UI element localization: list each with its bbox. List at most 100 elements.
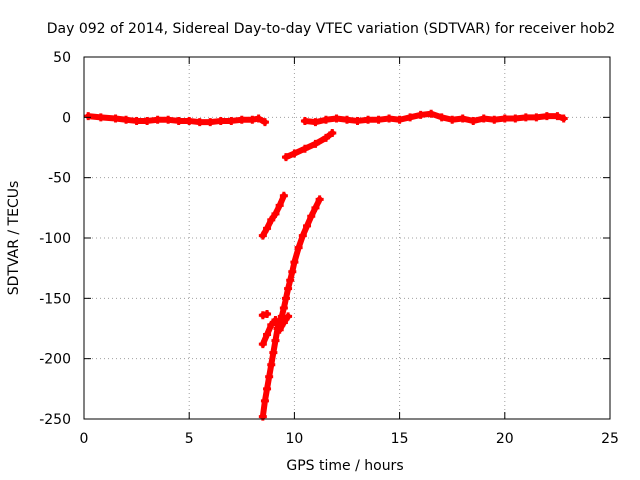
series-main-arc-late [300, 109, 568, 127]
data-point [271, 209, 280, 218]
data-point [216, 116, 225, 125]
data-point [267, 360, 276, 369]
data-point [315, 195, 324, 204]
data-point [284, 284, 293, 293]
data-point [332, 114, 341, 123]
x-tick-label: 0 [80, 431, 89, 447]
data-points [84, 109, 568, 421]
series-arc-d [258, 312, 293, 349]
data-point [311, 118, 320, 127]
axis-ticks: 0 5 10 15 20 25 -250 -200 -150 -100 -50 0 50 [39, 50, 619, 447]
data-point [311, 203, 320, 212]
x-tick-label: 20 [496, 431, 514, 447]
data-point [353, 116, 362, 125]
data-point [300, 116, 309, 125]
data-point [153, 115, 162, 124]
data-point [427, 109, 436, 118]
data-point [263, 224, 272, 233]
data-point [559, 114, 568, 123]
data-point [271, 336, 280, 345]
data-point [290, 149, 299, 158]
data-point [542, 112, 551, 121]
data-point [298, 231, 307, 240]
data-point [265, 372, 274, 381]
data-point [374, 115, 383, 124]
data-point [321, 115, 330, 124]
data-point [303, 221, 312, 230]
data-point [281, 153, 290, 162]
data-point [448, 115, 457, 124]
data-point [143, 116, 152, 125]
data-point [267, 215, 276, 224]
data-point [174, 116, 183, 125]
data-point [195, 118, 204, 127]
y-tick-label: 50 [53, 50, 71, 66]
data-point [532, 113, 541, 122]
data-point [279, 318, 288, 327]
series-arc-b [258, 191, 288, 240]
y-axis-label: SDTVAR / TECUs [6, 181, 22, 296]
data-point [284, 312, 293, 321]
data-point [307, 212, 316, 221]
data-point [416, 110, 425, 119]
data-point [263, 310, 272, 319]
data-point [395, 115, 404, 124]
data-point [321, 133, 330, 142]
data-point [364, 115, 373, 124]
series-arc-a [281, 129, 337, 162]
data-point [290, 258, 299, 267]
x-tick-label: 10 [285, 431, 303, 447]
data-point [406, 113, 415, 122]
data-point [267, 320, 276, 329]
data-point [263, 330, 272, 339]
data-point [132, 116, 141, 125]
y-tick-label: -100 [39, 231, 71, 247]
data-point [343, 115, 351, 124]
data-point [281, 294, 290, 303]
data-point [237, 115, 246, 124]
data-point [286, 276, 295, 285]
data-point [84, 112, 93, 121]
data-point [258, 340, 267, 349]
data-point [275, 201, 284, 210]
data-point [258, 231, 267, 240]
data-point [96, 113, 105, 122]
y-tick-label: 0 [62, 110, 71, 126]
data-point [254, 114, 263, 123]
data-point [271, 316, 280, 325]
y-tick-label: -50 [48, 171, 71, 187]
y-tick-label: -150 [39, 291, 71, 307]
data-point [260, 118, 269, 127]
data-point [227, 116, 236, 125]
chart-title: Day 092 of 2014, Sidereal Day-to-day VTE… [47, 21, 615, 37]
x-tick-label: 5 [185, 431, 194, 447]
y-tick-label: -250 [39, 412, 71, 428]
data-point [122, 115, 131, 124]
data-point [490, 115, 499, 124]
data-point [458, 114, 467, 123]
data-point [300, 144, 309, 153]
data-point [521, 113, 530, 122]
data-point [164, 115, 173, 124]
series-trace [259, 196, 323, 420]
series-arc-e [258, 310, 272, 320]
data-point [328, 129, 337, 138]
data-point [294, 243, 303, 252]
data-point [279, 303, 288, 312]
data-point [469, 116, 478, 125]
data-point [275, 325, 284, 334]
data-point [263, 384, 272, 393]
data-point [111, 114, 120, 123]
data-point [500, 114, 509, 123]
data-point [479, 114, 488, 123]
data-point [206, 118, 215, 127]
data-point [437, 113, 446, 122]
x-axis-label: GPS time / hours [286, 458, 403, 474]
data-point [385, 114, 394, 123]
x-tick-label: 15 [391, 431, 409, 447]
data-point [511, 114, 520, 123]
data-point [553, 112, 562, 121]
data-point [311, 139, 320, 148]
